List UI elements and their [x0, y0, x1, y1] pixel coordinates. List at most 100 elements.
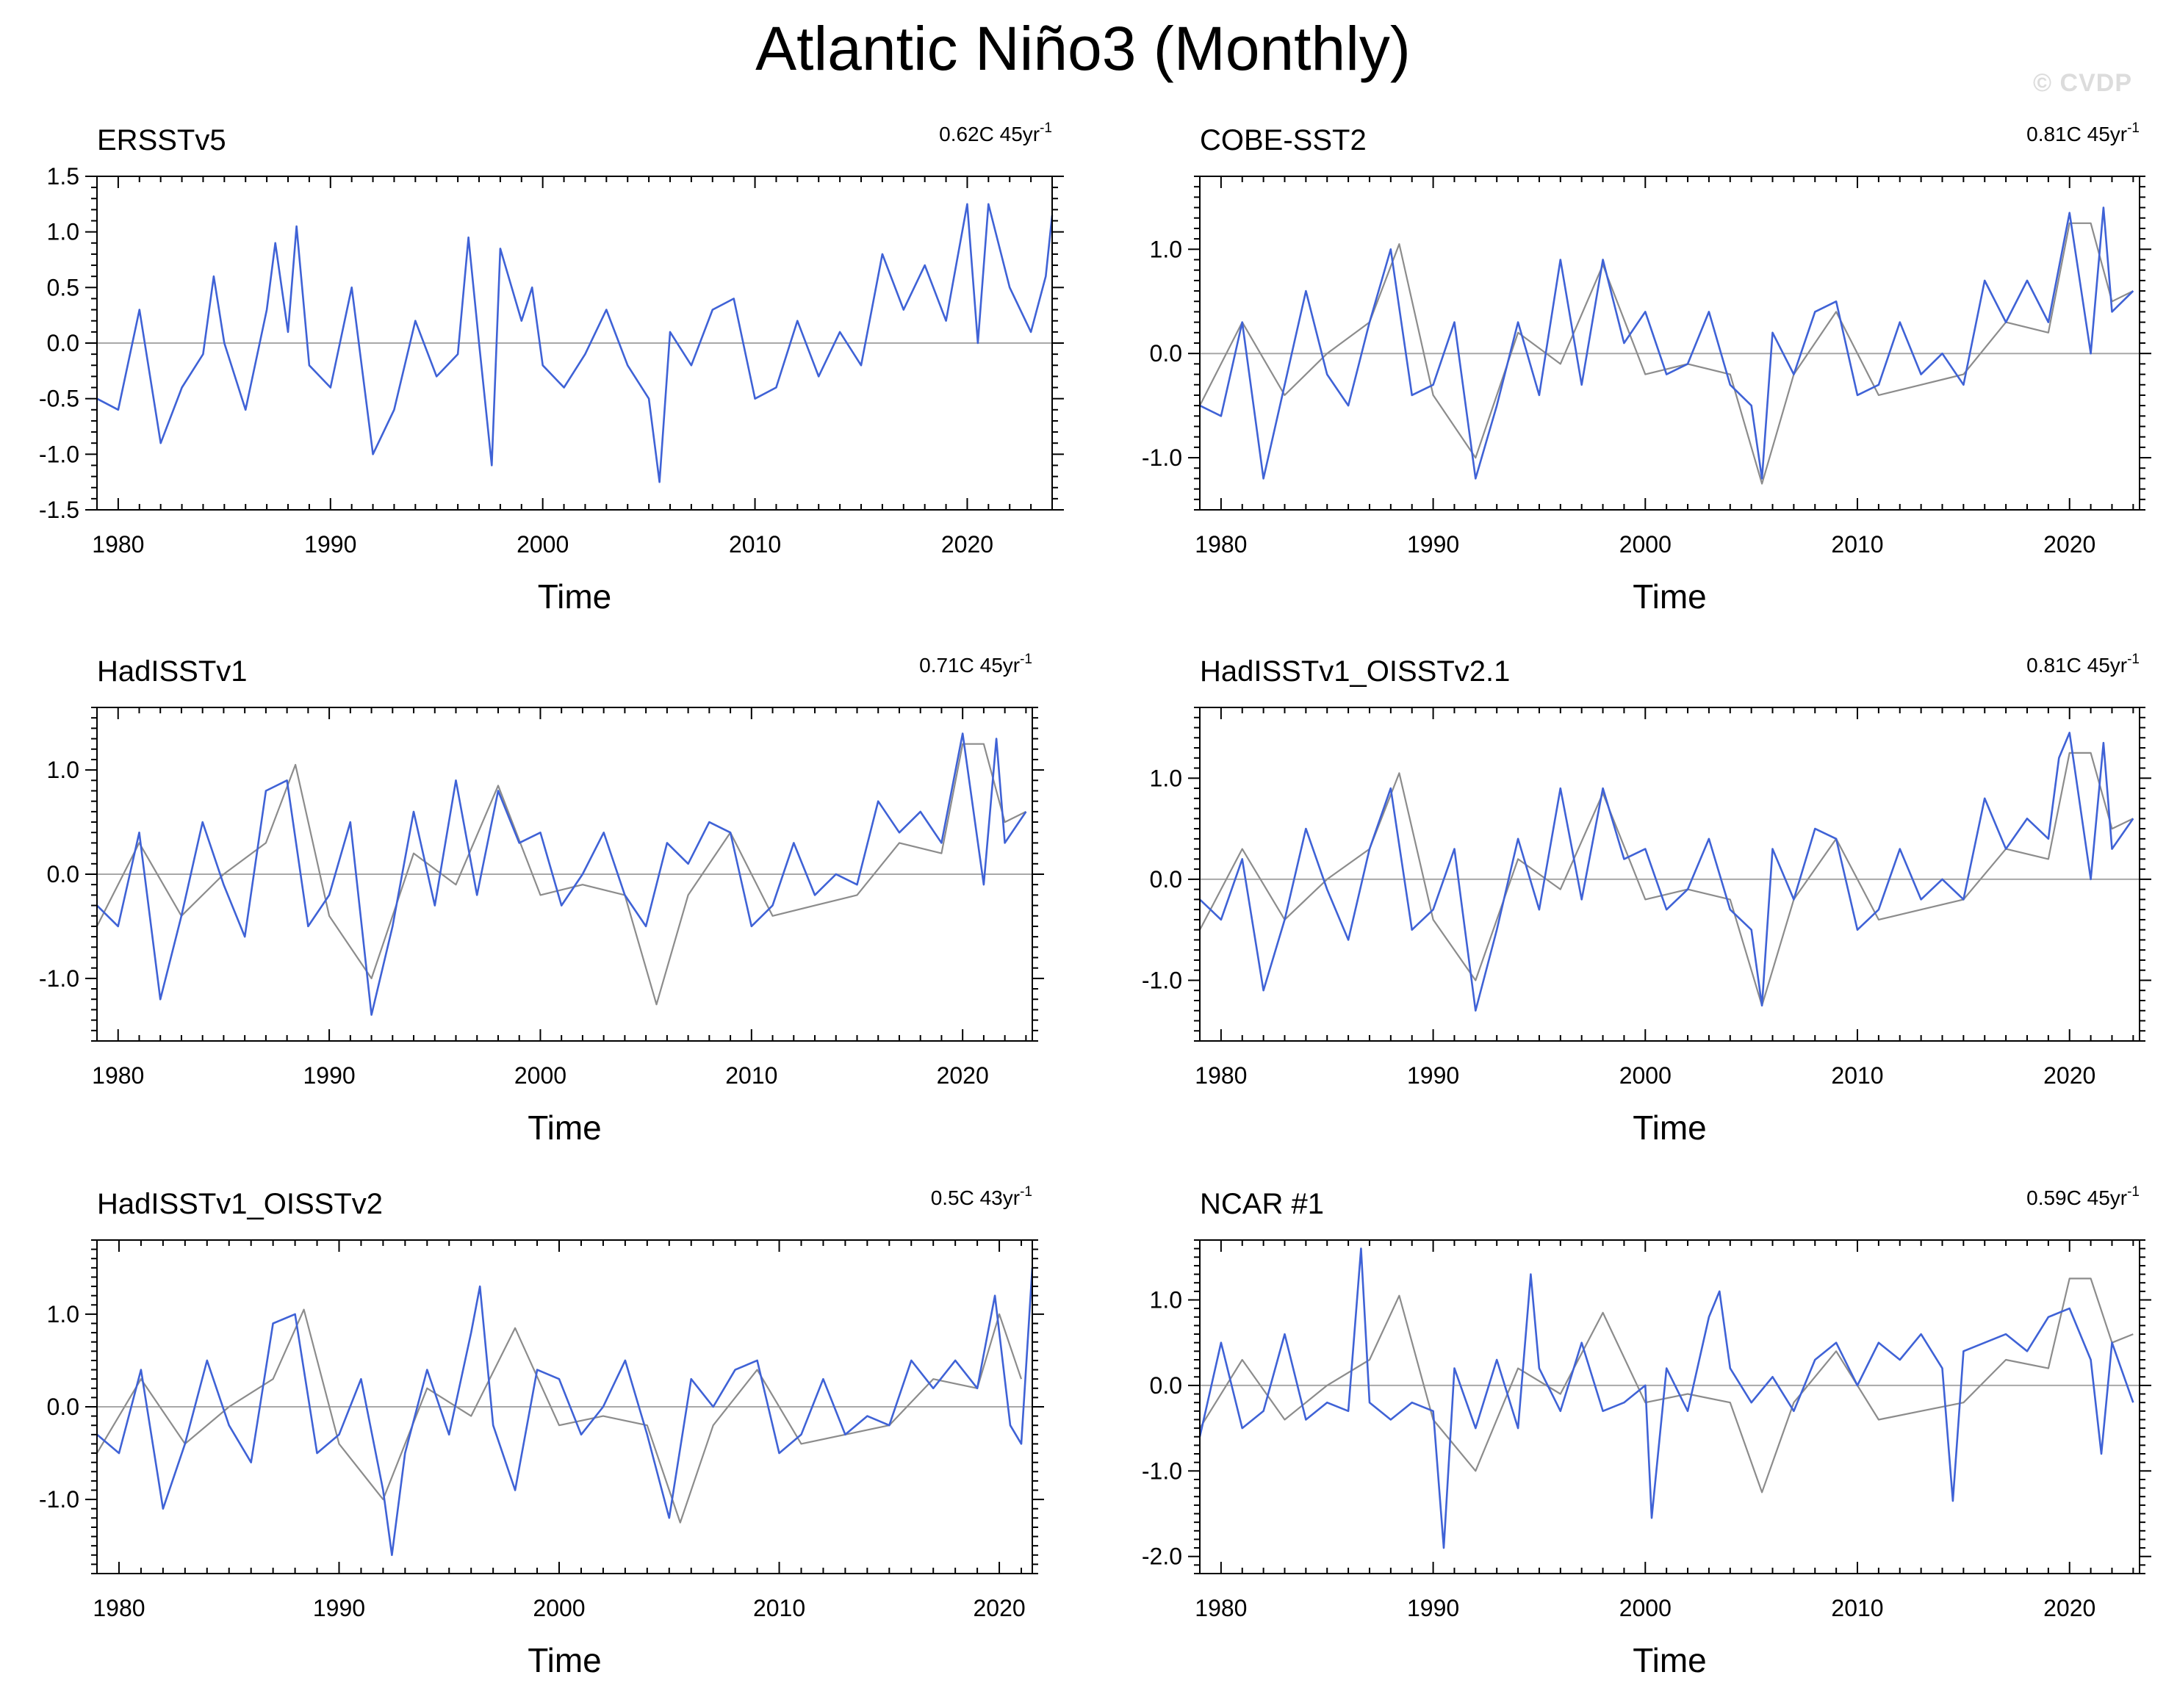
- x-tick-label: 2000: [533, 1595, 585, 1621]
- trend-label: 0.71C 45yr-1: [919, 652, 1032, 677]
- y-tick-label: 0.0: [1150, 866, 1182, 893]
- series-line-ersstv5: [96, 203, 1054, 483]
- x-tick-label: 2020: [937, 1062, 989, 1089]
- x-tick-label: 2000: [1619, 1595, 1672, 1621]
- x-tick-label: 1990: [304, 531, 356, 558]
- panel-title: HadISSTv1_OISSTv2: [97, 1188, 383, 1220]
- chart-panel-5: 1980 1990 2000 2010 2020 -1.0 0.0 1.0 HadISSTv1_…: [39, 1184, 1044, 1679]
- chart-panel-2: 1980 1990 2000 2010 2020 -1.0 0.0 1.0 COBE-SST2 0…: [1142, 120, 2151, 616]
- y-tick-label: 1.0: [47, 219, 79, 245]
- chart-panel-1: 1980 1990 2000 2010 2020 -1.5 -1.0 -0.5 0.0 0.5 1.…: [39, 120, 1064, 616]
- x-tick-label: 2010: [1831, 531, 1883, 558]
- panel-title: HadISSTv1_OISSTv2.1: [1200, 655, 1510, 688]
- trend-label: 0.5C 43yr-1: [931, 1184, 1032, 1209]
- y-tick-label: 1.0: [1150, 236, 1182, 262]
- y-tick-label: 1.0: [47, 1301, 79, 1327]
- y-tick-label: 0.0: [47, 861, 79, 887]
- x-tick-label: 2000: [1619, 531, 1672, 558]
- y-tick-label: 1.0: [1150, 765, 1182, 791]
- trend-label: 0.62C 45yr-1: [939, 120, 1052, 145]
- trend-label: 0.81C 45yr-1: [2026, 652, 2140, 677]
- series-line-ersstv5: [96, 743, 1026, 1006]
- x-axis-title: Time: [538, 577, 612, 616]
- series-line-hadisstv1-oisstv2: [96, 1267, 1034, 1557]
- x-tick-label: 1990: [1407, 531, 1459, 558]
- panel-title: NCAR #1: [1200, 1188, 1324, 1220]
- x-tick-label: 2020: [973, 1595, 1025, 1621]
- series-line-ncar-1: [1198, 1247, 2134, 1549]
- y-tick-label: 0.0: [1150, 340, 1182, 367]
- y-tick-label: -1.0: [39, 441, 79, 467]
- x-tick-label: 2010: [753, 1595, 805, 1621]
- series-line-ersstv5: [1199, 1278, 2134, 1493]
- x-tick-label: 2000: [1619, 1062, 1672, 1089]
- x-tick-label: 1990: [303, 1062, 356, 1089]
- x-tick-label: 2010: [729, 531, 781, 558]
- trend-exponent: -1: [1020, 1184, 1032, 1200]
- x-tick-label: 1980: [1195, 531, 1247, 558]
- trend-label: 0.81C 45yr-1: [2026, 120, 2140, 145]
- plot-frame: [1199, 1239, 2140, 1574]
- panel-title: HadISSTv1: [97, 655, 248, 688]
- x-tick-label: 2020: [2043, 1595, 2095, 1621]
- chart-panel-6: 1980 1990 2000 2010 2020 -2.0 -1.0 0.0 1.0 NCAR #…: [1142, 1184, 2151, 1679]
- x-tick-label: 1980: [92, 531, 144, 558]
- chart-panel-4: 1980 1990 2000 2010 2020 -1.0 0.0 1.0 HadISSTv1_…: [1142, 652, 2151, 1147]
- x-tick-label: 2020: [2043, 531, 2095, 558]
- trend-value: 0.71C 45yr: [919, 654, 1020, 677]
- y-tick-label: 1.0: [47, 757, 79, 783]
- figure-title: Atlantic Niño3 (Monthly): [755, 14, 1411, 83]
- trend-exponent: -1: [2127, 652, 2140, 667]
- x-tick-label: 2000: [517, 531, 569, 558]
- y-tick-label: -1.5: [39, 497, 79, 523]
- x-tick-label: 1990: [1407, 1062, 1459, 1089]
- watermark: © CVDP: [2033, 69, 2132, 97]
- series-line-hadisstv1-oisstv2-1: [1199, 732, 2134, 1012]
- x-tick-label: 2020: [941, 531, 993, 558]
- x-axis-title: Time: [1633, 1109, 1707, 1147]
- panel-title: COBE-SST2: [1200, 124, 1367, 156]
- trend-value: 0.81C 45yr: [2026, 123, 2127, 145]
- x-tick-label: 2000: [514, 1062, 566, 1089]
- trend-exponent: -1: [2127, 120, 2140, 136]
- y-tick-label: -1.0: [39, 965, 79, 992]
- trend-exponent: -1: [2127, 1184, 2140, 1200]
- trend-label: 0.59C 45yr-1: [2026, 1184, 2140, 1209]
- x-axis-title: Time: [1633, 1641, 1707, 1679]
- y-tick-label: -0.5: [39, 386, 79, 412]
- trend-value: 0.81C 45yr: [2026, 654, 2127, 677]
- y-tick-label: -1.0: [39, 1486, 79, 1513]
- trend-value: 0.62C 45yr: [939, 123, 1040, 145]
- x-tick-label: 2010: [1831, 1595, 1883, 1621]
- trend-value: 0.59C 45yr: [2026, 1186, 2127, 1209]
- x-tick-label: 1980: [93, 1595, 145, 1621]
- series-line-ersstv5: [1199, 222, 2134, 485]
- x-axis-title: Time: [528, 1109, 602, 1147]
- x-tick-label: 2010: [725, 1062, 777, 1089]
- y-tick-label: -1.0: [1142, 1457, 1182, 1484]
- x-axis-title: Time: [1633, 577, 1707, 616]
- x-tick-label: 1990: [313, 1595, 365, 1621]
- y-tick-label: -2.0: [1142, 1543, 1182, 1570]
- trend-value: 0.5C 43yr: [931, 1186, 1020, 1209]
- panel-title: ERSSTv5: [97, 124, 226, 156]
- trend-exponent: -1: [1020, 652, 1032, 667]
- x-tick-label: 1980: [1195, 1062, 1247, 1089]
- series-line-cobe-sst2: [1199, 206, 2134, 480]
- y-tick-label: 1.0: [1150, 1286, 1182, 1313]
- y-tick-label: 1.5: [47, 163, 79, 190]
- x-tick-label: 2010: [1831, 1062, 1883, 1089]
- x-tick-label: 1990: [1407, 1595, 1459, 1621]
- y-tick-label: 0.0: [1150, 1372, 1182, 1399]
- x-tick-label: 2020: [2043, 1062, 2095, 1089]
- y-tick-label: 0.0: [47, 330, 79, 356]
- y-tick-label: 0.0: [47, 1394, 79, 1420]
- series-line-ersstv5: [96, 1308, 1023, 1524]
- x-axis-title: Time: [528, 1641, 602, 1679]
- y-tick-label: -1.0: [1142, 444, 1182, 471]
- y-tick-label: -1.0: [1142, 967, 1182, 993]
- chart-panel-3: 1980 1990 2000 2010 2020 -1.0 0.0 1.0 HadISSTv1 0…: [39, 652, 1044, 1147]
- x-tick-label: 1980: [1195, 1595, 1247, 1621]
- series-line-hadisstv1: [96, 732, 1027, 1016]
